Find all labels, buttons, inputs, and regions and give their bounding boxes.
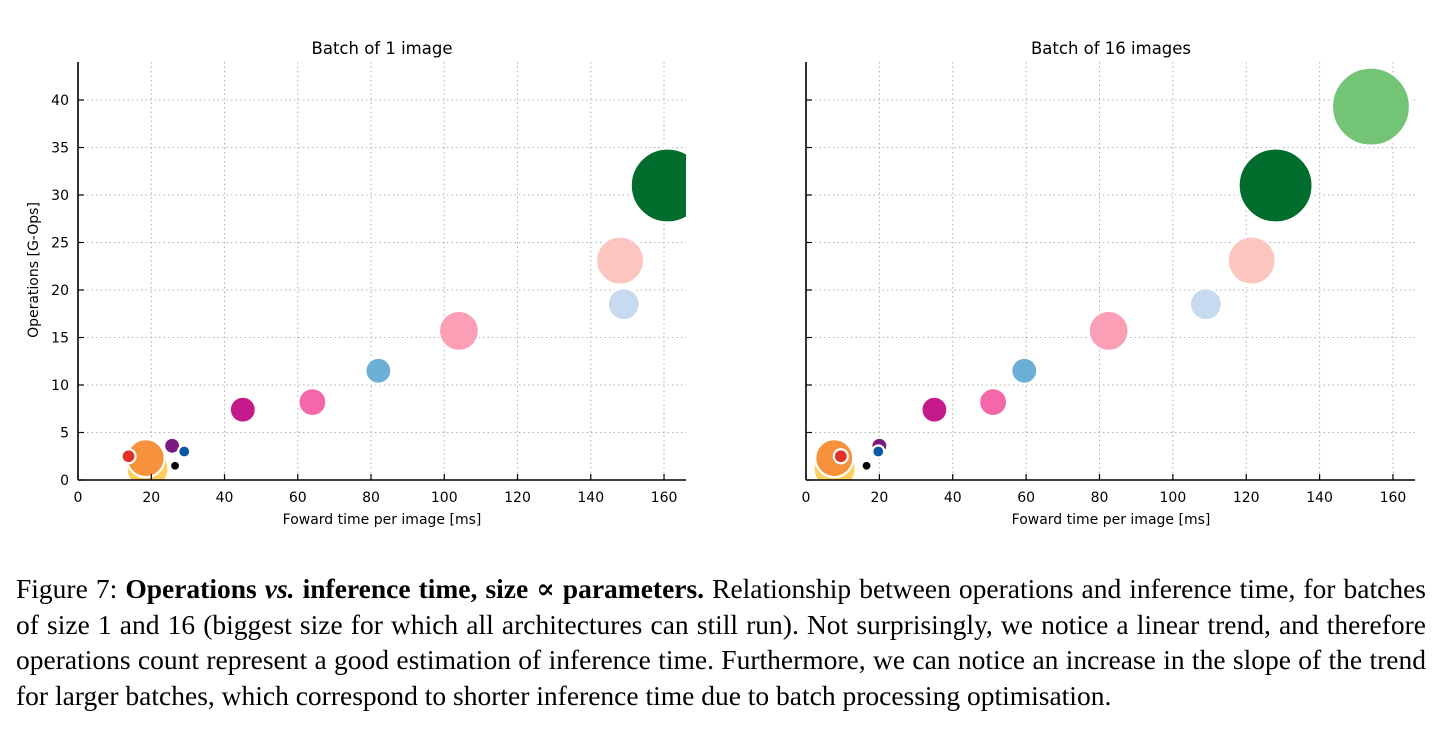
x-tick-label: 60 <box>1017 490 1035 506</box>
y-tick-label: 10 <box>51 378 69 394</box>
chart-title: Batch of 16 images <box>1031 39 1191 58</box>
x-tick-label: 160 <box>651 490 678 506</box>
x-tick-label: 140 <box>577 490 604 506</box>
x-tick-label: 80 <box>362 490 380 506</box>
data-point <box>860 459 873 472</box>
data-point <box>437 309 481 352</box>
x-tick-label: 20 <box>870 490 888 506</box>
data-point <box>177 444 192 459</box>
points-group <box>812 66 1412 480</box>
caption-label: Figure 7: <box>16 573 126 604</box>
x-axis-label: Foward time per image [ms] <box>1012 512 1211 528</box>
y-tick-label: 15 <box>51 331 69 347</box>
x-tick-label: 80 <box>1091 490 1109 506</box>
data-point <box>1087 309 1130 352</box>
caption-bold-2: inference time, size ∝ parameters. <box>294 573 705 604</box>
y-axis-label: Operations [G-Ops] <box>26 202 42 338</box>
x-axis-label: Foward time per image [ms] <box>283 512 482 528</box>
data-point <box>606 287 641 322</box>
x-tick-label: 20 <box>142 490 160 506</box>
x-tick-label: 120 <box>504 490 531 506</box>
x-tick-label: 100 <box>1160 490 1187 506</box>
chart-title: Batch of 1 image <box>312 39 453 58</box>
data-point <box>120 448 137 465</box>
scatter-panel-batch-16: Batch of 16 images Foward time per image… <box>802 39 1415 528</box>
figure-plots: Batch of 1 image Operations [G-Ops] Fowa… <box>26 39 1415 528</box>
caption-text: Relationship between operations and infe… <box>16 573 1426 711</box>
data-point <box>168 459 182 472</box>
data-point <box>364 356 393 385</box>
y-tick-label: 20 <box>51 283 69 299</box>
data-point <box>920 395 949 424</box>
x-tick-label: 0 <box>802 490 811 506</box>
data-point <box>871 444 886 459</box>
caption-bold-1: Operations <box>125 573 265 604</box>
y-tick-label: 30 <box>51 188 69 204</box>
data-point <box>832 448 849 465</box>
figure-caption: Figure 7: Operations vs. inference time,… <box>16 571 1426 713</box>
y-tick-label: 25 <box>51 236 69 252</box>
data-point <box>629 147 686 224</box>
caption-bold-italic: vs. <box>264 573 295 604</box>
data-point <box>1330 66 1412 147</box>
data-point <box>297 387 328 418</box>
data-point <box>594 235 646 286</box>
x-tick-label: 60 <box>289 490 307 506</box>
y-tick-label: 35 <box>51 141 69 157</box>
data-point <box>1237 147 1314 224</box>
x-tick-label: 40 <box>944 490 962 506</box>
y-tick-label: 40 <box>51 93 69 109</box>
x-tick-label: 40 <box>216 490 234 506</box>
x-tick-label: 0 <box>74 490 83 506</box>
x-tick-label: 100 <box>431 490 458 506</box>
data-point <box>228 395 257 424</box>
x-tick-label: 120 <box>1233 490 1260 506</box>
data-point <box>1226 235 1277 286</box>
data-point <box>978 387 1009 418</box>
y-tick-label: 0 <box>60 473 69 489</box>
data-point <box>1010 356 1039 385</box>
x-tick-label: 140 <box>1306 490 1333 506</box>
points-group <box>120 147 686 480</box>
y-tick-label: 5 <box>60 426 69 442</box>
x-tick-label: 160 <box>1380 490 1407 506</box>
data-point <box>1188 287 1223 322</box>
scatter-panel-batch-1: Batch of 1 image Operations [G-Ops] Fowa… <box>26 39 686 528</box>
